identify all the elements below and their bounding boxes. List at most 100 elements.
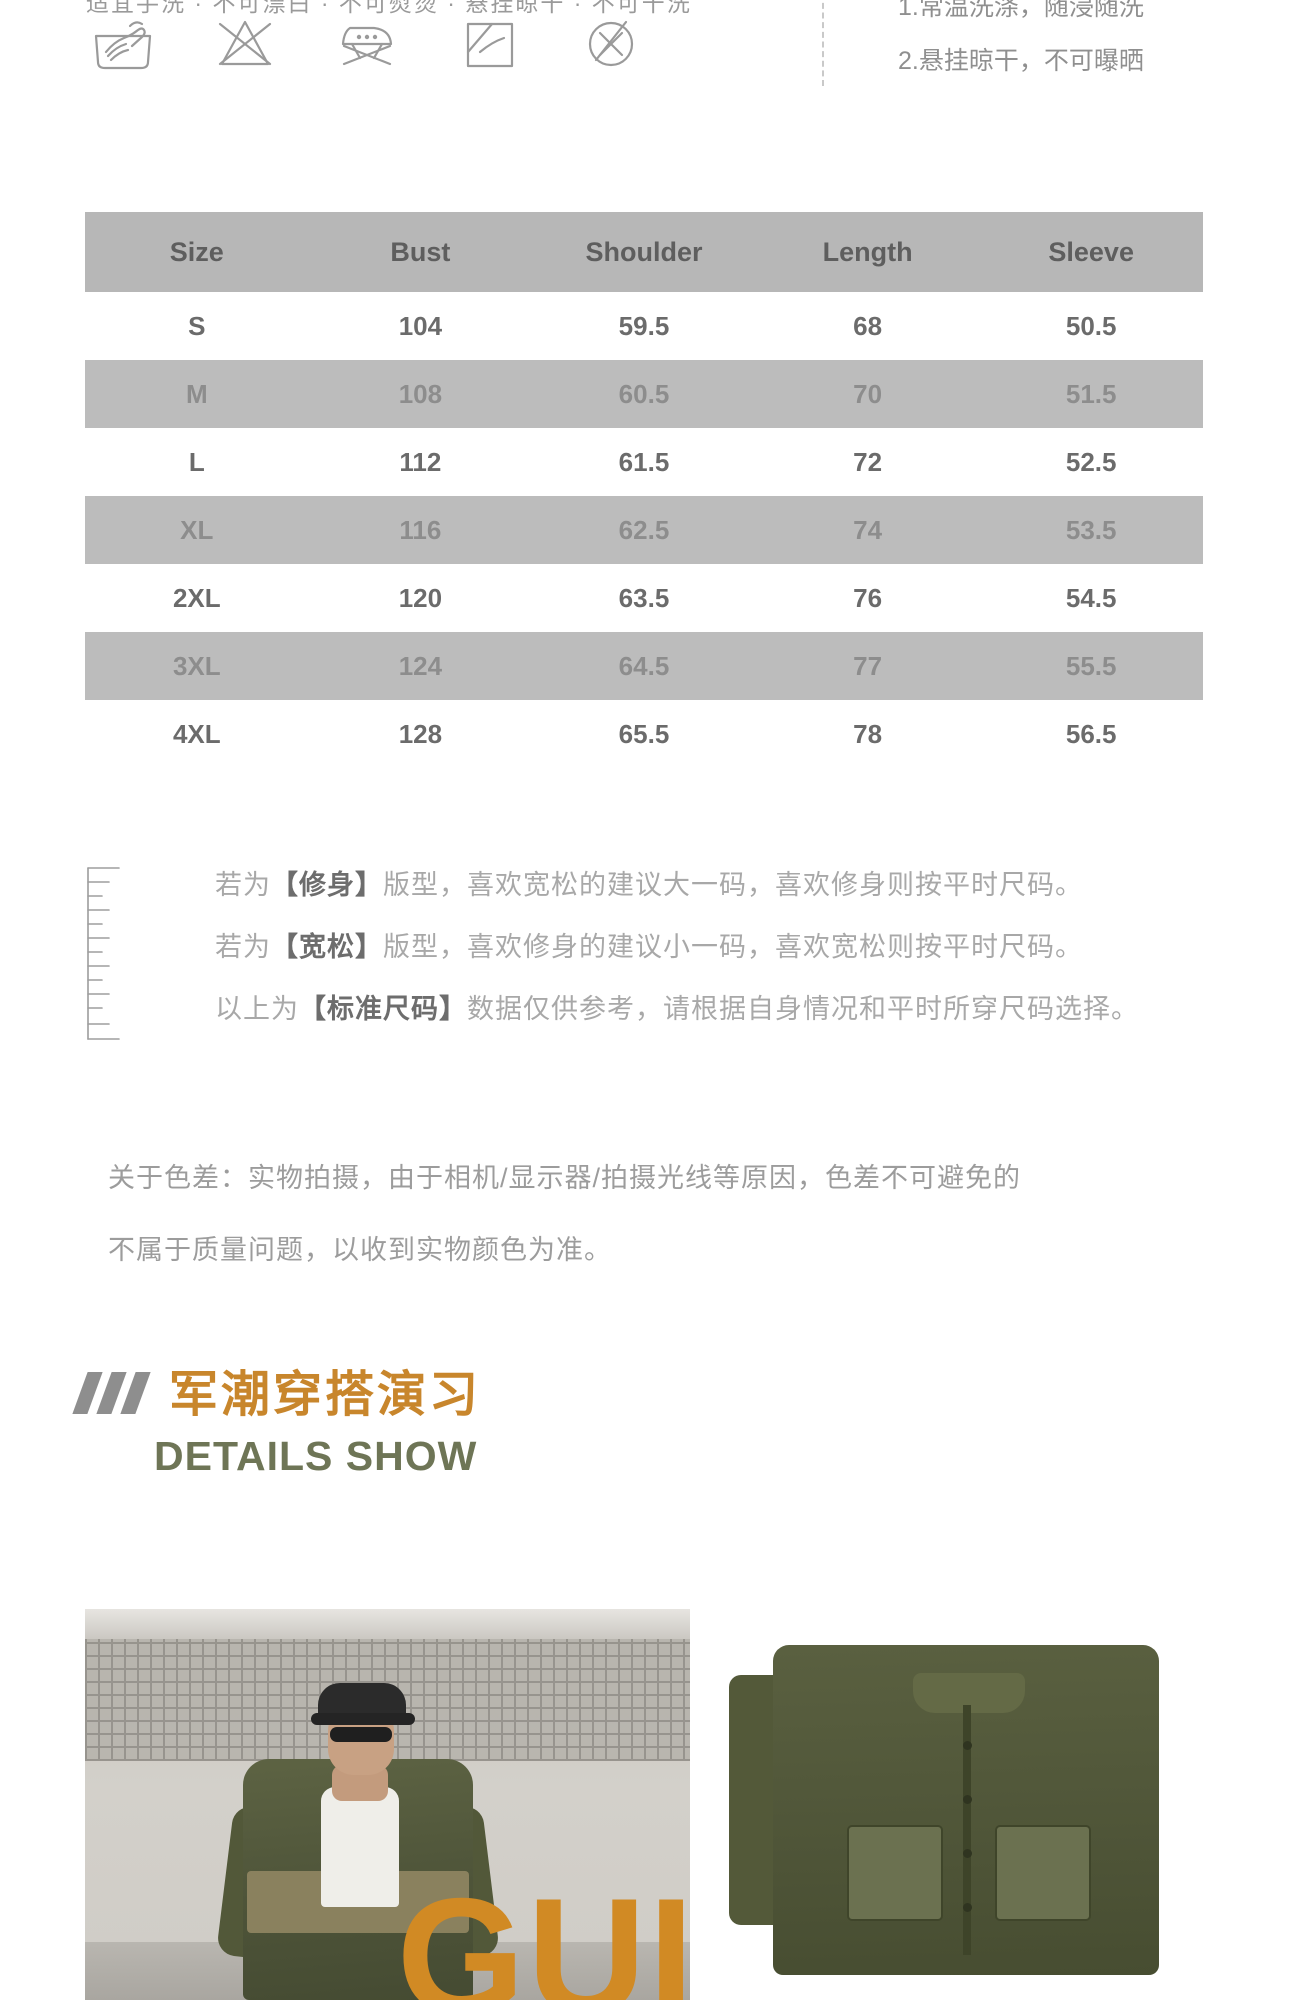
jacket-button-placket <box>963 1705 971 1955</box>
size-chart-body: S 104 59.5 68 50.5 M 108 60.5 70 51.5 L … <box>85 292 1203 768</box>
cell-length: 68 <box>853 310 883 341</box>
heading-title-row: 军潮穿搭演习 <box>72 1368 780 1422</box>
cell-length: 78 <box>853 718 883 749</box>
model-wearing-jacket-photo[interactable]: GUI <box>85 1609 690 2000</box>
fit-advice-block: 若为【修身】版型，喜欢宽松的建议大一码，喜欢修身则按平时尺码。 若为【宽松】版型… <box>85 848 1205 1041</box>
ruler-icon <box>85 866 137 1041</box>
care-note: 1.常温洗涤，随浸随洗 <box>898 0 1144 21</box>
cell-size: XL <box>180 514 214 545</box>
advice-suffix: 数据仅供参考，请根据自身情况和平时所穿尺码选择。 <box>467 994 1139 1024</box>
table-row: M 108 60.5 70 51.5 <box>85 360 1203 428</box>
size-chart-table: Size Bust Shoulder Length Sleeve S 104 5… <box>85 212 1203 768</box>
table-row: 4XL 128 65.5 78 56.5 <box>85 700 1203 768</box>
table-row: XL 116 62.5 74 53.5 <box>85 496 1203 564</box>
care-vertical-divider <box>822 0 824 86</box>
cell-bust: 128 <box>398 718 443 749</box>
cell-shoulder: 62.5 <box>618 514 670 545</box>
table-row: S 104 59.5 68 50.5 <box>85 292 1203 360</box>
disclaimer-line: 关于色差：实物拍摄，由于相机/显示器/拍摄光线等原因，色差不可避免的 <box>108 1163 1022 1193</box>
cell-size: 3XL <box>172 650 221 681</box>
advice-prefix: 以上为 <box>215 994 299 1024</box>
cell-length: 76 <box>853 582 883 613</box>
cell-size: L <box>188 446 205 477</box>
column-header-size: Size <box>169 236 224 267</box>
section-title-en: DETAILS SHOW <box>154 1433 478 1480</box>
no-bleach-icon <box>208 12 282 74</box>
cell-shoulder: 60.5 <box>618 378 670 409</box>
jacket-left-pocket <box>847 1825 943 1921</box>
model-sunglasses <box>330 1727 392 1742</box>
care-instructions-strip: 适宜手洗 · 不可漂白 · 不可熨烫 · 悬挂晾干 · 不可干洗 <box>0 0 1292 112</box>
cell-length: 72 <box>853 446 883 477</box>
size-chart-header: Size Bust Shoulder Length Sleeve <box>85 212 1203 292</box>
photo-background-fence-top <box>85 1609 690 1639</box>
table-row: 2XL 120 63.5 76 54.5 <box>85 564 1203 632</box>
jacket-button <box>963 1741 972 1750</box>
cell-length: 77 <box>853 650 883 681</box>
care-notes-list: 1.常温洗涤，随浸随洗 2.悬挂晾干，不可曝晒 <box>898 0 1278 88</box>
jacket-flatlay-photo[interactable] <box>725 1609 1207 2000</box>
care-icon-row <box>86 12 648 74</box>
cell-shoulder: 63.5 <box>618 582 670 613</box>
slash-mark <box>120 1371 151 1414</box>
cell-bust: 124 <box>398 650 443 681</box>
hand-wash-icon <box>86 12 160 74</box>
jacket-right-pocket <box>995 1825 1091 1921</box>
cell-sleeve: 56.5 <box>1065 718 1117 749</box>
cell-shoulder: 64.5 <box>618 650 670 681</box>
cell-bust: 104 <box>398 310 443 341</box>
disclaimer-line: 不属于质量问题，以收到实物颜色为准。 <box>108 1235 612 1265</box>
cell-length: 70 <box>853 378 883 409</box>
fit-advice-lines: 若为【修身】版型，喜欢宽松的建议大一码，喜欢修身则按平时尺码。 若为【宽松】版型… <box>215 848 1139 1041</box>
color-difference-disclaimer: 关于色差：实物拍摄，由于相机/显示器/拍摄光线等原因，色差不可避免的 不属于质量… <box>108 1142 1198 1286</box>
cell-size: 2XL <box>172 582 221 613</box>
jacket-button <box>963 1849 972 1858</box>
model-hat-brim <box>311 1713 415 1725</box>
triple-slash-icon <box>72 1371 151 1414</box>
cell-shoulder: 59.5 <box>618 310 670 341</box>
advice-keyword: 【标准尺码】 <box>299 994 467 1024</box>
advice-prefix: 若为 <box>215 932 271 962</box>
tumble-dry-icon <box>452 12 526 74</box>
table-row: 3XL 124 64.5 77 55.5 <box>85 632 1203 700</box>
cell-size: M <box>185 378 208 409</box>
fit-advice-line: 若为【宽松】版型，喜欢修身的建议小一码，喜欢宽松则按平时尺码。 <box>215 916 1139 978</box>
cell-size: S <box>188 310 206 341</box>
cell-sleeve: 53.5 <box>1065 514 1117 545</box>
advice-suffix: 版型，喜欢修身的建议小一码，喜欢宽松则按平时尺码。 <box>383 932 1083 962</box>
care-clipped-heading: 适宜手洗 · 不可漂白 · 不可熨烫 · 悬挂晾干 · 不可干洗 <box>86 0 692 16</box>
cell-sleeve: 52.5 <box>1065 446 1117 477</box>
advice-suffix: 版型，喜欢宽松的建议大一码，喜欢修身则按平时尺码。 <box>383 870 1083 900</box>
details-show-section-heading: 军潮穿搭演习 DETAILS SHOW <box>72 1368 780 1480</box>
care-note: 2.悬挂晾干，不可曝晒 <box>898 47 1144 75</box>
section-title-cn: 军潮穿搭演习 <box>169 1368 482 1422</box>
cell-bust: 120 <box>398 582 443 613</box>
table-row: L 112 61.5 72 52.5 <box>85 428 1203 496</box>
advice-keyword: 【修身】 <box>271 870 383 900</box>
table-header-row: Size Bust Shoulder Length Sleeve <box>85 212 1203 292</box>
no-iron-icon <box>330 12 404 74</box>
model-inner-shirt <box>321 1787 399 1907</box>
jacket-button <box>963 1795 972 1804</box>
cell-size: 4XL <box>172 718 221 749</box>
jacket-body <box>773 1645 1159 1975</box>
details-photo-row: GUI <box>85 1609 1207 2000</box>
cell-bust: 112 <box>399 446 442 477</box>
advice-prefix: 若为 <box>215 870 271 900</box>
gui-overlay-text: GUI <box>396 1864 690 2000</box>
cell-bust: 108 <box>398 378 443 409</box>
cell-length: 74 <box>853 514 883 545</box>
column-header-length: Length <box>822 236 913 267</box>
cell-bust: 116 <box>399 514 442 545</box>
advice-keyword: 【宽松】 <box>271 932 383 962</box>
cell-sleeve: 50.5 <box>1065 310 1117 341</box>
column-header-bust: Bust <box>390 236 451 267</box>
column-header-sleeve: Sleeve <box>1048 236 1134 267</box>
jacket-button <box>963 1903 972 1912</box>
no-dry-clean-icon <box>574 12 648 74</box>
fit-advice-line: 若为【修身】版型，喜欢宽松的建议大一码，喜欢修身则按平时尺码。 <box>215 854 1139 916</box>
cell-sleeve: 51.5 <box>1065 378 1117 409</box>
column-header-shoulder: Shoulder <box>585 236 703 267</box>
cell-sleeve: 55.5 <box>1065 650 1117 681</box>
cell-shoulder: 65.5 <box>618 718 670 749</box>
